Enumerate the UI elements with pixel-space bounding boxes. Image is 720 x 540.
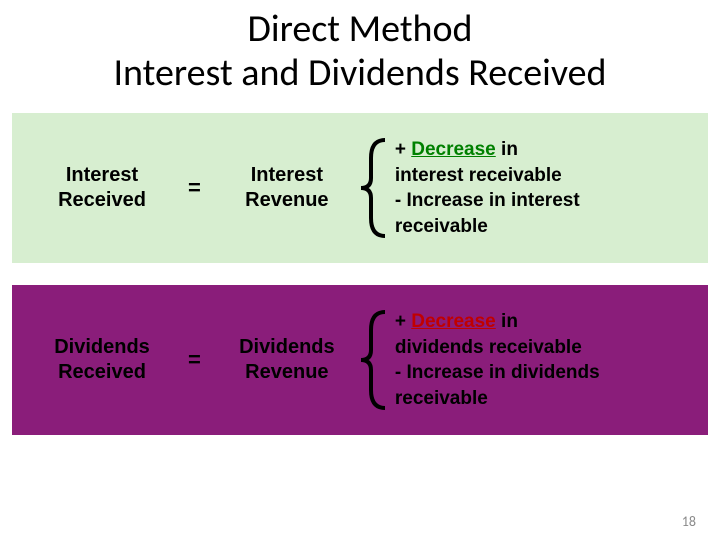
slide-title: Direct Method Interest and Dividends Rec… [0,0,720,113]
term-line: Interest [66,164,138,186]
plus-prefix: + [395,311,411,332]
curly-brace-icon [357,310,391,410]
page-number: 18 [682,513,696,530]
minus-line2: receivable [395,216,488,237]
term-line: Interest [251,164,323,186]
plus-suffix: in [496,139,518,160]
term-line: Revenue [245,361,328,383]
term-interest-received: Interest Received [32,163,172,213]
equals-sign: = [172,175,217,201]
brace-group: + Decrease in interest receivable - Incr… [357,137,702,240]
term-interest-revenue: Interest Revenue [217,163,357,213]
title-line2: Interest and Dividends Received [113,50,606,96]
term-line: Received [58,361,146,383]
decrease-word: Decrease [411,311,496,332]
term-line: Dividends [54,336,150,358]
formula-box-interest: Interest Received = Interest Revenue + D… [12,113,708,263]
term-line: Revenue [245,189,328,211]
adjustment-text: + Decrease in interest receivable - Incr… [391,137,580,240]
term-dividends-received: Dividends Received [32,335,172,385]
brace-group: + Decrease in dividends receivable - Inc… [357,309,702,412]
minus-line1: - Increase in interest [395,190,580,211]
term-line: Received [58,189,146,211]
term-line: Dividends [239,336,335,358]
plus-line2: interest receivable [395,165,562,186]
term-dividends-revenue: Dividends Revenue [217,335,357,385]
formula-box-dividends: Dividends Received = Dividends Revenue +… [12,285,708,435]
title-line1: Direct Method [247,6,472,52]
adjustment-text: + Decrease in dividends receivable - Inc… [391,309,600,412]
minus-line2: receivable [395,388,488,409]
decrease-word: Decrease [411,139,496,160]
plus-prefix: + [395,139,411,160]
minus-line1: - Increase in dividends [395,362,600,383]
curly-brace-icon [357,138,391,238]
plus-suffix: in [496,311,518,332]
plus-line2: dividends receivable [395,337,582,358]
equals-sign: = [172,347,217,373]
